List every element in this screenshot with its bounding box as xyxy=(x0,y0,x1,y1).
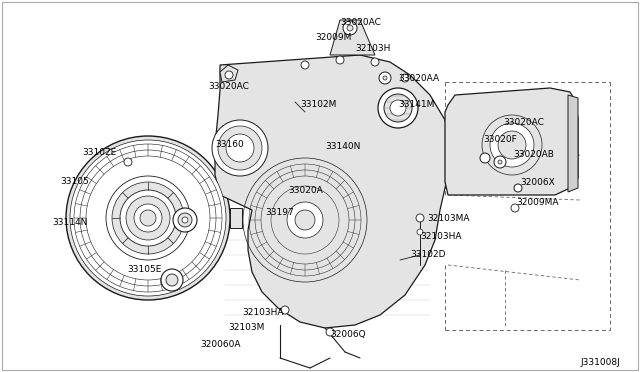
Circle shape xyxy=(511,204,519,212)
Text: 32009MA: 32009MA xyxy=(516,198,559,207)
Circle shape xyxy=(301,61,309,69)
Circle shape xyxy=(498,160,502,164)
Circle shape xyxy=(106,176,190,260)
Circle shape xyxy=(417,229,423,235)
Circle shape xyxy=(494,156,506,168)
Circle shape xyxy=(120,190,176,246)
Text: 33114N: 33114N xyxy=(52,218,88,227)
Text: 33102E: 33102E xyxy=(82,148,116,157)
Circle shape xyxy=(126,196,170,240)
Circle shape xyxy=(343,21,357,35)
Text: 33105: 33105 xyxy=(60,177,89,186)
Circle shape xyxy=(212,120,268,176)
Circle shape xyxy=(498,131,526,159)
Text: 33105E: 33105E xyxy=(127,265,161,274)
Text: 320060A: 320060A xyxy=(200,340,241,349)
Text: 33020AC: 33020AC xyxy=(340,18,381,27)
Circle shape xyxy=(66,136,230,300)
Circle shape xyxy=(295,210,315,230)
Text: 32006Q: 32006Q xyxy=(330,330,365,339)
Circle shape xyxy=(287,202,323,238)
Text: 32103M: 32103M xyxy=(228,323,264,332)
Circle shape xyxy=(383,76,387,80)
Circle shape xyxy=(490,123,534,167)
Circle shape xyxy=(166,274,178,286)
Circle shape xyxy=(173,208,197,232)
Polygon shape xyxy=(330,20,375,55)
Text: 33020AC: 33020AC xyxy=(503,118,544,127)
Circle shape xyxy=(384,94,412,122)
Polygon shape xyxy=(568,95,578,192)
Polygon shape xyxy=(445,88,578,195)
Circle shape xyxy=(390,100,406,116)
Text: J331008J: J331008J xyxy=(580,358,620,367)
Circle shape xyxy=(225,71,233,79)
Circle shape xyxy=(134,204,162,232)
Text: 32103HA: 32103HA xyxy=(420,232,461,241)
Circle shape xyxy=(178,213,192,227)
Text: 32009M: 32009M xyxy=(315,33,351,42)
Polygon shape xyxy=(215,55,450,328)
Circle shape xyxy=(371,58,379,66)
Circle shape xyxy=(326,328,334,336)
Text: 32103HA: 32103HA xyxy=(242,308,284,317)
Text: 33020F: 33020F xyxy=(483,135,516,144)
Text: 33140N: 33140N xyxy=(325,142,360,151)
Circle shape xyxy=(161,269,183,291)
Circle shape xyxy=(514,184,522,192)
Circle shape xyxy=(70,140,226,296)
Circle shape xyxy=(182,217,188,223)
Circle shape xyxy=(226,134,254,162)
Circle shape xyxy=(347,25,353,31)
Circle shape xyxy=(336,56,344,64)
Text: 33102M: 33102M xyxy=(300,100,337,109)
Circle shape xyxy=(379,72,391,84)
Text: 33141M: 33141M xyxy=(398,100,435,109)
Circle shape xyxy=(140,210,156,226)
Text: 32103H: 32103H xyxy=(355,44,390,53)
Text: 33160: 33160 xyxy=(215,140,244,149)
Circle shape xyxy=(112,182,184,254)
Circle shape xyxy=(218,126,262,170)
Text: 33020AC: 33020AC xyxy=(208,82,249,91)
Text: 33197: 33197 xyxy=(265,208,294,217)
Text: 33020A: 33020A xyxy=(288,186,323,195)
Text: 33102D: 33102D xyxy=(410,250,445,259)
Text: 33020AA: 33020AA xyxy=(398,74,439,83)
Polygon shape xyxy=(230,208,242,228)
Polygon shape xyxy=(220,65,238,82)
Circle shape xyxy=(281,306,289,314)
Circle shape xyxy=(124,158,132,166)
Circle shape xyxy=(480,153,490,163)
Circle shape xyxy=(401,74,409,82)
Text: 33020AB: 33020AB xyxy=(513,150,554,159)
Circle shape xyxy=(416,214,424,222)
Text: 32103MA: 32103MA xyxy=(427,214,470,223)
Circle shape xyxy=(378,88,418,128)
Text: 32006X: 32006X xyxy=(520,178,555,187)
